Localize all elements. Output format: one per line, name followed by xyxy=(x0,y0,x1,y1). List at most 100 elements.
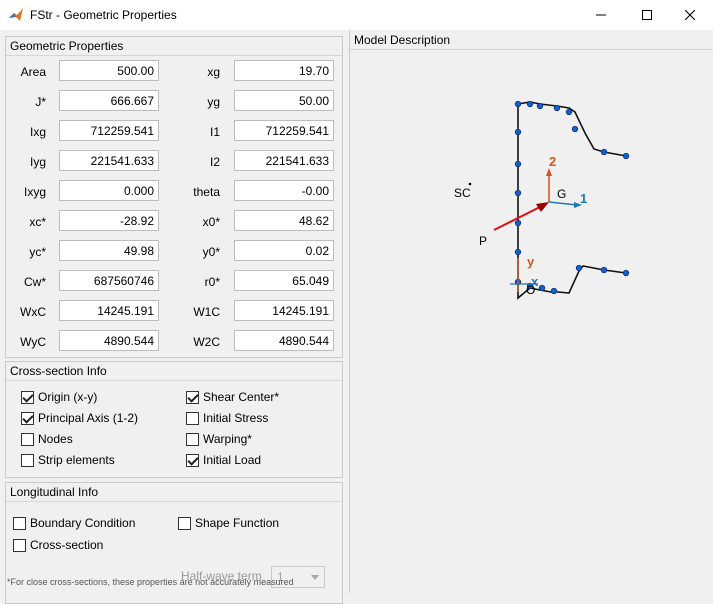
panel-title: Longitudinal Info xyxy=(10,485,99,499)
wxc-field[interactable]: 14245.191 xyxy=(59,300,159,321)
warping-checkbox[interactable]: Warping* xyxy=(186,432,252,446)
y0-field[interactable]: 0.02 xyxy=(234,240,334,261)
w1c-label: W1C xyxy=(193,305,220,319)
node-marker xyxy=(565,108,573,116)
checkbox-box[interactable] xyxy=(186,411,199,425)
node-marker xyxy=(622,152,630,160)
divider xyxy=(6,55,342,56)
wxc-label: WxC xyxy=(20,305,46,319)
axis-1-label: 1 xyxy=(580,191,587,206)
principal-axis-checkbox[interactable]: Principal Axis (1-2) xyxy=(21,411,138,425)
node-marker xyxy=(600,148,608,156)
shear-center-checkbox[interactable]: Shear Center* xyxy=(186,390,279,404)
centroid-label: G xyxy=(557,187,566,201)
iyg-field[interactable]: 221541.633 xyxy=(59,150,159,171)
arrowhead-2-icon xyxy=(546,168,552,176)
divider xyxy=(6,380,342,381)
checkbox-box[interactable] xyxy=(21,411,34,425)
node-marker xyxy=(538,284,546,292)
node-marker xyxy=(514,248,522,256)
node-marker xyxy=(536,102,544,110)
j-label: J* xyxy=(35,95,46,109)
shape-function-checkbox[interactable]: Shape Function xyxy=(178,516,279,530)
left-pane: Geometric Properties Area 500.00 J* 666.… xyxy=(0,30,348,604)
checkbox-label: Nodes xyxy=(38,432,73,446)
node-marker xyxy=(571,125,579,133)
footnote: *For close cross-sections, these propert… xyxy=(7,577,294,587)
checkbox-box[interactable] xyxy=(13,516,26,530)
yc-field[interactable]: 49.98 xyxy=(59,240,159,261)
initial-load-checkbox[interactable]: Initial Load xyxy=(186,453,261,467)
cross-section-plot: SC G 1 2 P y x O xyxy=(454,100,630,300)
node-marker xyxy=(553,104,561,112)
node-marker xyxy=(622,269,630,277)
x0-label: x0* xyxy=(202,215,220,229)
ixyg-label: Ixyg xyxy=(23,185,46,199)
w2c-field[interactable]: 4890.544 xyxy=(234,330,334,351)
close-icon xyxy=(685,10,695,20)
panel-title: Model Description xyxy=(354,33,451,47)
checkbox-label: Warping* xyxy=(203,432,252,446)
maximize-button[interactable] xyxy=(624,0,670,30)
checkbox-box[interactable] xyxy=(178,516,191,530)
panel-title: Cross-section Info xyxy=(10,364,107,378)
boundary-condition-checkbox[interactable]: Boundary Condition xyxy=(13,516,135,530)
i2-field[interactable]: 221541.633 xyxy=(234,150,334,171)
j-field[interactable]: 666.667 xyxy=(59,90,159,111)
strip-elements-checkbox[interactable]: Strip elements xyxy=(21,453,115,467)
ixg-field[interactable]: 712259.541 xyxy=(59,120,159,141)
area-label: Area xyxy=(20,65,46,79)
node-marker xyxy=(550,287,558,295)
divider xyxy=(350,49,713,50)
r0-field[interactable]: 65.049 xyxy=(234,270,334,291)
node-marker xyxy=(514,160,522,168)
i1-field[interactable]: 712259.541 xyxy=(234,120,334,141)
checkbox-box[interactable] xyxy=(186,390,199,404)
wyc-field[interactable]: 4890.544 xyxy=(59,330,159,351)
w1c-field[interactable]: 14245.191 xyxy=(234,300,334,321)
checkbox-box[interactable] xyxy=(186,432,199,446)
ixyg-field[interactable]: 0.000 xyxy=(59,180,159,201)
longitudinal-info-panel: Longitudinal Info Boundary Condition Sha… xyxy=(5,482,343,604)
checkbox-label: Initial Load xyxy=(203,453,262,467)
halfwave-dropdown[interactable]: 1 xyxy=(271,566,325,588)
theta-label: theta xyxy=(193,185,220,199)
node-marker xyxy=(514,100,522,108)
cw-field[interactable]: 687560746 xyxy=(59,270,159,291)
nodes-checkbox[interactable]: Nodes xyxy=(21,432,73,446)
i2-label: I2 xyxy=(209,155,220,169)
checkbox-box[interactable] xyxy=(186,453,199,467)
checkbox-label: Shear Center* xyxy=(203,390,280,404)
halfwave-label: Half-wave term xyxy=(181,569,262,583)
minimize-button[interactable] xyxy=(578,0,624,30)
initial-stress-checkbox[interactable]: Initial Stress xyxy=(186,411,268,425)
cross-section-checkbox[interactable]: Cross-section xyxy=(13,538,103,552)
checkbox-label: Initial Stress xyxy=(203,411,269,425)
node-marker xyxy=(514,189,522,197)
x0-field[interactable]: 48.62 xyxy=(234,210,334,231)
node-marker xyxy=(526,100,534,108)
w2c-label: W2C xyxy=(193,335,220,349)
section-outline xyxy=(517,101,627,300)
geometric-properties-panel: Geometric Properties Area 500.00 J* 666.… xyxy=(5,36,343,358)
origin-label: O xyxy=(526,283,535,297)
xc-field[interactable]: -28.92 xyxy=(59,210,159,231)
area-field[interactable]: 500.00 xyxy=(59,60,159,81)
yg-label: yg xyxy=(207,95,220,109)
xg-field[interactable]: 19.70 xyxy=(234,60,334,81)
checkbox-box[interactable] xyxy=(13,538,26,552)
theta-field[interactable]: -0.00 xyxy=(234,180,334,201)
xc-label: xc* xyxy=(29,215,46,229)
load-label: P xyxy=(479,234,487,248)
yc-label: yc* xyxy=(29,245,46,259)
checkbox-box[interactable] xyxy=(21,453,34,467)
close-button[interactable] xyxy=(667,0,713,30)
principal-axis-1-line xyxy=(548,201,578,206)
origin-checkbox[interactable]: Origin (x-y) xyxy=(21,390,97,404)
yg-field[interactable]: 50.00 xyxy=(234,90,334,111)
checkbox-box[interactable] xyxy=(21,432,34,446)
load-vector-line xyxy=(493,203,547,231)
i1-label: I1 xyxy=(209,125,220,139)
checkbox-box[interactable] xyxy=(21,390,34,404)
ixg-label: Ixg xyxy=(29,125,46,139)
